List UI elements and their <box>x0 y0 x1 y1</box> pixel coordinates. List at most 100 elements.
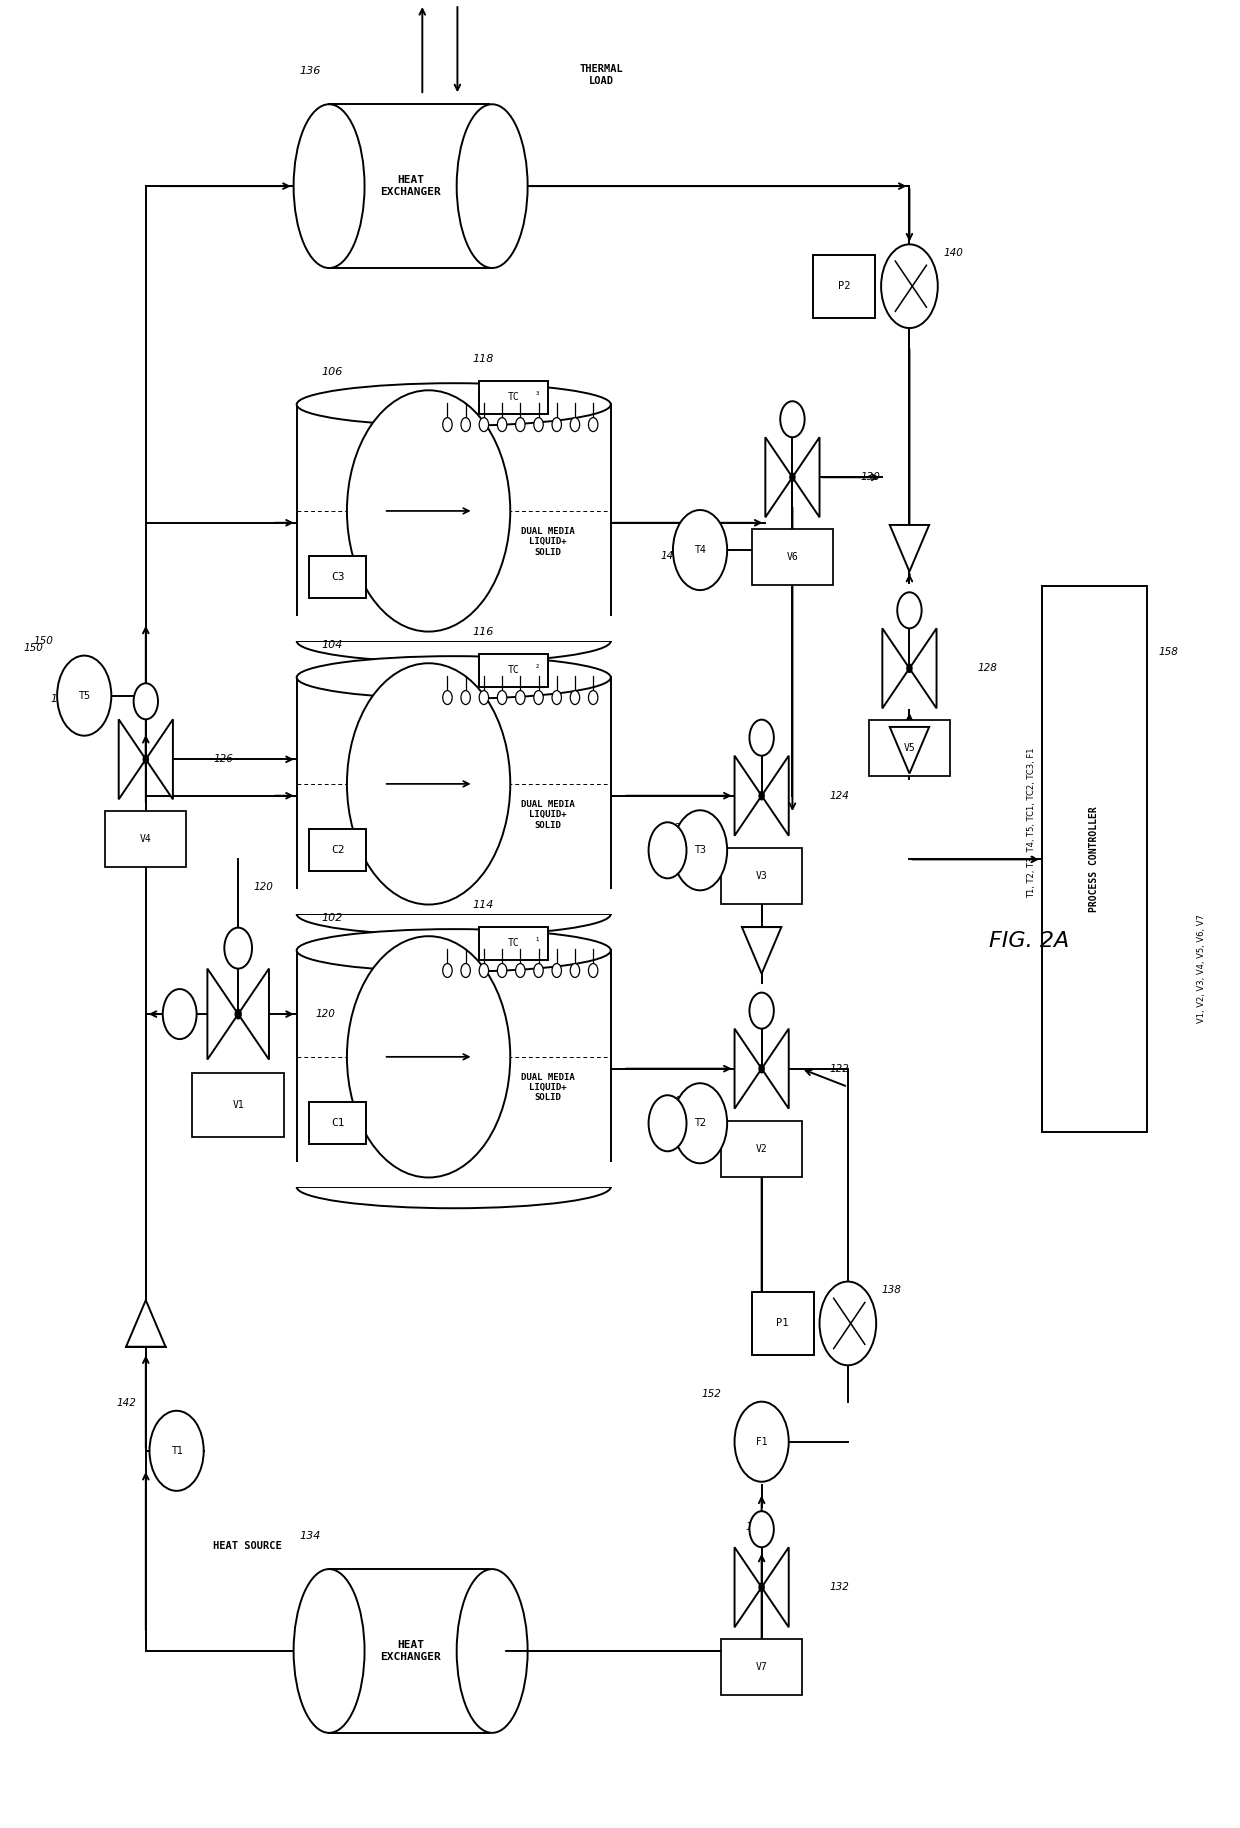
Circle shape <box>347 936 510 1177</box>
Text: 126: 126 <box>51 695 71 704</box>
Text: HEAT
EXCHANGER: HEAT EXCHANGER <box>381 175 441 197</box>
Polygon shape <box>890 728 929 773</box>
Circle shape <box>461 963 470 978</box>
Circle shape <box>461 417 470 431</box>
Bar <box>720 848 802 903</box>
Text: V7: V7 <box>755 1662 768 1673</box>
Text: TC: TC <box>507 938 520 949</box>
Bar <box>1042 587 1147 1132</box>
Bar <box>813 254 875 318</box>
Text: 130: 130 <box>861 472 880 483</box>
Text: V1, V2, V3, V4, V5, V6, V7: V1, V2, V3, V4, V5, V6, V7 <box>1198 914 1207 1024</box>
Circle shape <box>234 1009 242 1020</box>
Ellipse shape <box>296 620 611 662</box>
Circle shape <box>516 691 525 704</box>
Text: 146: 146 <box>660 823 680 834</box>
Circle shape <box>347 391 510 632</box>
Circle shape <box>570 691 579 704</box>
Text: 134: 134 <box>300 1532 321 1541</box>
Circle shape <box>479 963 489 978</box>
Ellipse shape <box>294 1568 365 1733</box>
Bar <box>294 1163 614 1186</box>
Bar <box>309 828 366 872</box>
Text: 132: 132 <box>830 1583 849 1592</box>
Polygon shape <box>761 1546 789 1627</box>
Text: P1: P1 <box>776 1318 789 1329</box>
Circle shape <box>673 510 727 590</box>
Circle shape <box>443 417 453 431</box>
Circle shape <box>461 691 470 704</box>
Circle shape <box>589 417 598 431</box>
Bar <box>309 1102 366 1144</box>
Circle shape <box>150 1411 203 1492</box>
Circle shape <box>649 1095 687 1152</box>
Text: 138: 138 <box>882 1285 901 1294</box>
Polygon shape <box>742 927 781 974</box>
Circle shape <box>780 400 805 437</box>
Ellipse shape <box>296 1166 611 1208</box>
Bar <box>294 616 614 642</box>
Text: V3: V3 <box>755 870 768 881</box>
Circle shape <box>162 989 197 1038</box>
Text: T5: T5 <box>78 691 91 700</box>
Text: V4: V4 <box>140 834 151 845</box>
Text: FIG. 2A: FIG. 2A <box>990 930 1070 951</box>
Bar <box>479 654 548 687</box>
Text: 136: 136 <box>300 66 321 77</box>
Text: ₂: ₂ <box>536 662 539 669</box>
Polygon shape <box>119 718 146 799</box>
Bar <box>751 530 833 585</box>
Circle shape <box>898 592 921 629</box>
Polygon shape <box>734 1029 761 1110</box>
Circle shape <box>570 963 579 978</box>
Circle shape <box>443 963 453 978</box>
Bar <box>479 927 548 960</box>
Text: TC: TC <box>507 393 520 402</box>
Circle shape <box>479 691 489 704</box>
Circle shape <box>533 963 543 978</box>
Bar <box>479 380 548 413</box>
Bar <box>296 678 611 914</box>
Text: 148: 148 <box>660 550 680 561</box>
Circle shape <box>443 691 453 704</box>
Circle shape <box>749 993 774 1029</box>
Text: T1, T2, T3, T4, T5, TC1, TC2, TC3, F1: T1, T2, T3, T4, T5, TC1, TC2, TC3, F1 <box>1027 748 1035 898</box>
Circle shape <box>224 927 252 969</box>
Ellipse shape <box>456 1568 528 1733</box>
Bar <box>490 1567 529 1735</box>
Bar <box>329 104 492 269</box>
Circle shape <box>533 691 543 704</box>
Circle shape <box>347 664 510 905</box>
Text: 122: 122 <box>830 1064 849 1073</box>
Text: 152: 152 <box>745 1523 765 1532</box>
Polygon shape <box>734 1546 761 1627</box>
Text: F1: F1 <box>755 1437 768 1446</box>
Circle shape <box>882 245 937 327</box>
Text: 142: 142 <box>117 1398 136 1408</box>
Ellipse shape <box>294 104 365 269</box>
Circle shape <box>673 1084 727 1163</box>
Text: V6: V6 <box>786 552 799 563</box>
Circle shape <box>479 417 489 431</box>
Polygon shape <box>761 755 789 835</box>
Bar <box>296 951 611 1186</box>
Circle shape <box>134 684 157 718</box>
Polygon shape <box>207 969 238 1060</box>
Text: 144: 144 <box>660 1097 680 1106</box>
Text: C3: C3 <box>331 572 345 581</box>
Text: 124: 124 <box>830 792 849 801</box>
Circle shape <box>589 963 598 978</box>
Polygon shape <box>238 969 269 1060</box>
Bar <box>105 812 186 868</box>
Polygon shape <box>734 755 761 835</box>
Ellipse shape <box>296 929 611 972</box>
Circle shape <box>749 720 774 755</box>
Circle shape <box>570 417 579 431</box>
Circle shape <box>673 810 727 890</box>
Text: 120: 120 <box>253 881 274 892</box>
Text: 158: 158 <box>1159 647 1179 656</box>
Circle shape <box>552 963 562 978</box>
Text: TC: TC <box>507 665 520 675</box>
Text: 126: 126 <box>213 755 233 764</box>
Bar <box>294 888 614 914</box>
